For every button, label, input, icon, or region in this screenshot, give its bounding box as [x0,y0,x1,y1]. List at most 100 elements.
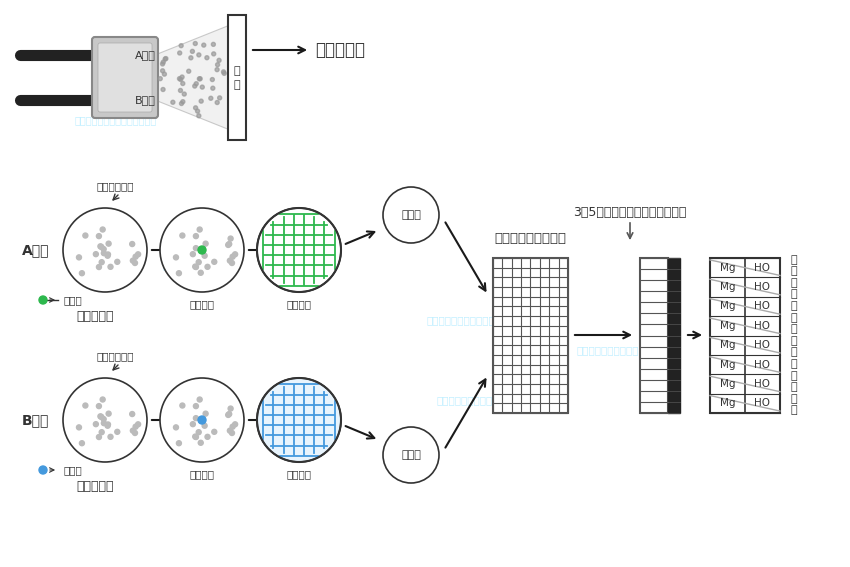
Circle shape [233,252,238,257]
Text: 渗
透
到
混
凝
土
表
层
产
生
化
学
粘
接: 渗 透 到 混 凝 土 表 层 产 生 化 学 粘 接 [790,255,797,416]
Circle shape [161,62,165,66]
Polygon shape [155,25,230,130]
Circle shape [217,58,221,62]
Circle shape [198,416,206,424]
Circle shape [130,242,134,247]
Circle shape [383,187,439,243]
Circle shape [180,75,184,79]
Circle shape [202,253,207,258]
Circle shape [162,60,165,64]
Circle shape [230,424,235,429]
Circle shape [228,406,233,411]
Circle shape [96,434,101,439]
Text: Mg: Mg [720,379,735,389]
Circle shape [136,252,140,257]
Circle shape [100,397,105,402]
Circle shape [164,57,168,61]
Circle shape [179,101,184,105]
Circle shape [133,430,138,435]
Circle shape [133,254,138,259]
Circle shape [212,429,217,434]
Circle shape [230,260,235,265]
Circle shape [228,236,233,241]
Circle shape [218,96,222,100]
Circle shape [105,252,111,257]
Circle shape [94,422,99,426]
Circle shape [105,253,111,258]
Circle shape [197,227,202,232]
Circle shape [210,78,214,82]
Circle shape [198,77,202,81]
Circle shape [98,414,103,419]
Circle shape [101,417,106,422]
Circle shape [193,84,196,88]
Circle shape [197,53,201,57]
Circle shape [133,260,138,265]
Bar [493,258,568,413]
Circle shape [178,88,183,92]
Text: 自由基: 自由基 [401,210,421,220]
Circle shape [99,414,104,420]
Bar [228,15,246,140]
Circle shape [193,434,198,439]
Circle shape [99,244,104,249]
Circle shape [182,92,186,96]
Circle shape [196,109,200,113]
Circle shape [215,100,219,104]
Circle shape [205,434,210,439]
Circle shape [197,397,202,402]
Circle shape [193,264,198,269]
Circle shape [101,247,106,252]
Circle shape [108,264,113,269]
Circle shape [178,77,183,82]
Circle shape [136,422,140,427]
Circle shape [161,87,165,91]
Circle shape [195,82,198,86]
Text: 在基层表面撞击混合: 在基层表面撞击混合 [494,231,566,244]
Text: 3～5秒形成三维网状结构弹性体: 3～5秒形成三维网状结构弹性体 [573,206,687,219]
Circle shape [82,403,88,408]
Circle shape [227,242,232,247]
Circle shape [194,106,197,110]
Text: 丙烯酸盐单体: 丙烯酸盐单体 [96,181,133,191]
Circle shape [106,411,111,416]
Circle shape [227,428,232,433]
Text: Mg: Mg [720,340,735,350]
Bar [668,258,680,413]
Circle shape [178,77,182,81]
Circle shape [177,270,181,276]
Circle shape [173,425,178,430]
Circle shape [198,246,206,254]
Circle shape [105,423,111,428]
Circle shape [105,422,111,427]
Circle shape [181,82,184,86]
Text: 添加固化剂: 添加固化剂 [76,311,114,324]
Circle shape [227,412,232,417]
Bar [640,258,668,413]
Circle shape [162,72,167,76]
Circle shape [212,52,216,56]
Circle shape [215,67,219,71]
Circle shape [227,258,232,263]
Text: Mg: Mg [720,282,735,292]
Circle shape [115,259,120,264]
Bar [710,258,780,413]
Text: 上海无忧树新材料科技有限公司: 上海无忧树新材料科技有限公司 [75,115,157,125]
Circle shape [196,430,201,435]
Circle shape [158,77,162,81]
Circle shape [79,441,84,446]
Circle shape [171,100,175,104]
Circle shape [100,227,105,232]
Text: B组份: B组份 [22,413,49,427]
Circle shape [199,99,203,103]
Circle shape [226,412,230,417]
Text: 基
面: 基 面 [234,66,241,90]
Circle shape [63,378,147,462]
Circle shape [98,244,103,249]
Text: 喷膜防水层: 喷膜防水层 [315,41,365,59]
Circle shape [160,208,244,292]
Circle shape [82,233,88,238]
Text: 上海无忧树新材料科技有限公司: 上海无忧树新材料科技有限公司 [426,315,513,325]
Circle shape [180,403,184,408]
Text: 混合均匀: 混合均匀 [286,469,311,479]
